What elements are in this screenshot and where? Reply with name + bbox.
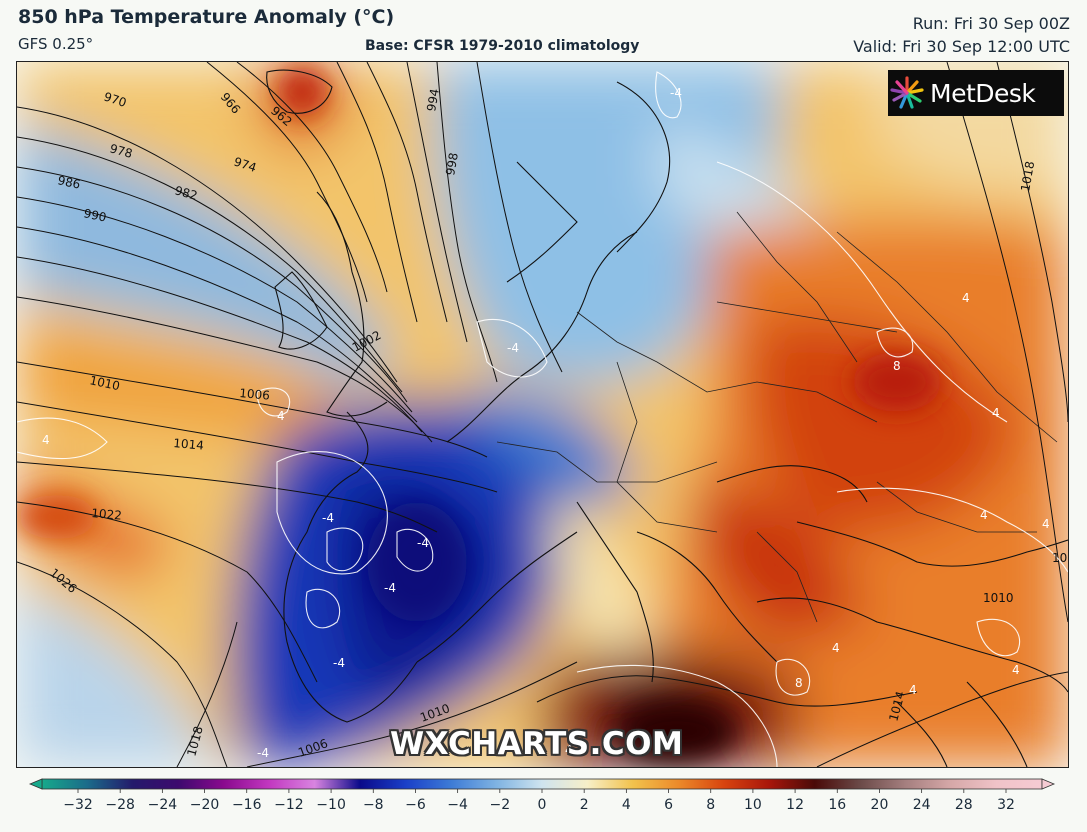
colorbar-tick-label: 10	[743, 797, 762, 813]
colorbar-tick-label: −20	[189, 797, 220, 813]
anomaly-label: 8	[795, 676, 803, 690]
isobar-label: 970	[102, 90, 128, 110]
colorbar-tick-label: 16	[828, 797, 847, 813]
colorbar-tick-label: −4	[447, 797, 468, 813]
anomaly-label: -4	[384, 581, 396, 595]
isobar-label: 1014	[173, 436, 205, 453]
colorbar-tick-label: 0	[537, 797, 547, 813]
valid-time: Valid: Fri 30 Sep 12:00 UTC	[853, 37, 1070, 56]
colorbar-segments	[28, 778, 1056, 793]
colorbar-tick-label: −10	[316, 797, 346, 813]
anomaly-label: -4	[322, 511, 334, 525]
colorbar-max-arrow	[1041, 778, 1056, 790]
anomaly-label: 4	[565, 743, 573, 757]
colorbar-tick-label: 2	[579, 797, 589, 813]
colorbar-tick-label: −8	[362, 797, 384, 813]
temperature-anomaly-field	[17, 62, 1068, 767]
isobar-label: 982	[173, 183, 199, 202]
anomaly-map[interactable]: 970 966 962 974 978 982 986 990 994 998 …	[16, 61, 1069, 768]
anomaly-label: -4	[333, 656, 345, 670]
isobar-label: 1010	[88, 373, 121, 393]
isobar-label: 994	[424, 88, 442, 113]
colorbar-tick-label: −28	[105, 797, 135, 813]
isobar-label: 990	[82, 206, 107, 224]
colorbar-tick-label: −32	[63, 797, 93, 813]
isobar-labels: 970 966 962 974 978 982 986 990 994 998 …	[47, 88, 1068, 760]
anomaly-label: 4	[832, 641, 840, 655]
colorbar-tick-label: −6	[405, 797, 426, 813]
anomaly-label: 8	[893, 359, 901, 373]
anomaly-label: 4	[1012, 663, 1020, 677]
colorbar-tick-label: 24	[912, 797, 931, 813]
colorbar-tick-label: −2	[489, 797, 511, 813]
anomaly-label: 4	[962, 291, 970, 305]
anomaly-labels: -4 -4 -4 -4 -4 -4 -4 4 4 4 4 4 4 8 8 4 4…	[42, 86, 1050, 760]
colorbar	[28, 778, 1056, 793]
isobar-label: 1018	[1018, 160, 1037, 193]
anomaly-label: 4	[42, 433, 50, 447]
anomaly-label: 4	[909, 683, 917, 697]
logo-text: MetDesk	[930, 78, 1036, 108]
anomaly-label: -4	[670, 86, 682, 100]
isobar-label: 974	[232, 155, 258, 175]
anomaly-cores	[17, 67, 942, 762]
isobar-label: 1018	[1052, 551, 1068, 565]
chart-title: 850 hPa Temperature Anomaly (°C)	[18, 6, 395, 28]
colorbar-min-arrow	[28, 778, 43, 790]
isobar-lines	[17, 62, 1068, 767]
colorbar-tick-label: 4	[621, 797, 631, 813]
colorbar-tick-label: 20	[870, 797, 889, 813]
anomaly-label: -4	[257, 746, 269, 760]
coastlines	[266, 69, 1068, 767]
anomaly-label: 4	[992, 406, 1000, 420]
isobar-label: 998	[443, 152, 461, 177]
colorbar-tick-label: −16	[231, 797, 262, 813]
isobar-label: 978	[108, 141, 134, 160]
colorbar-tick-label: −24	[147, 797, 178, 813]
colorbar-tick-label: 32	[997, 797, 1015, 813]
climatology-base: Base: CFSR 1979-2010 climatology	[365, 38, 640, 54]
isobar-label: 1006	[239, 386, 271, 403]
isobar-label: 1010	[983, 591, 1014, 605]
colorbar-tick-label: −12	[274, 797, 304, 813]
colorbar-tick-label: 6	[664, 797, 673, 813]
anomaly-label: 4	[980, 508, 988, 522]
colorbar-tick-label: 28	[954, 797, 973, 813]
colorbar-gradient	[41, 778, 1043, 790]
model-name: GFS 0.25°	[18, 35, 94, 53]
anomaly-label: 4	[1042, 517, 1050, 531]
watermark: WXCHARTS.COM	[390, 726, 684, 762]
starburst-logo-icon	[890, 76, 924, 109]
metdesk-logo: MetDesk	[888, 70, 1064, 116]
anomaly-label: -4	[507, 341, 519, 355]
anomaly-contours	[17, 71, 1068, 767]
anomaly-label: -4	[417, 536, 429, 550]
isobar-label: 986	[56, 173, 81, 191]
colorbar-tick-label: 12	[786, 797, 804, 813]
isobar-label: 1022	[91, 506, 123, 523]
anomaly-label: 4	[277, 409, 285, 423]
colorbar-tick-label: 8	[706, 797, 716, 813]
run-time: Run: Fri 30 Sep 00Z	[912, 14, 1070, 33]
country-borders	[496, 211, 1058, 623]
